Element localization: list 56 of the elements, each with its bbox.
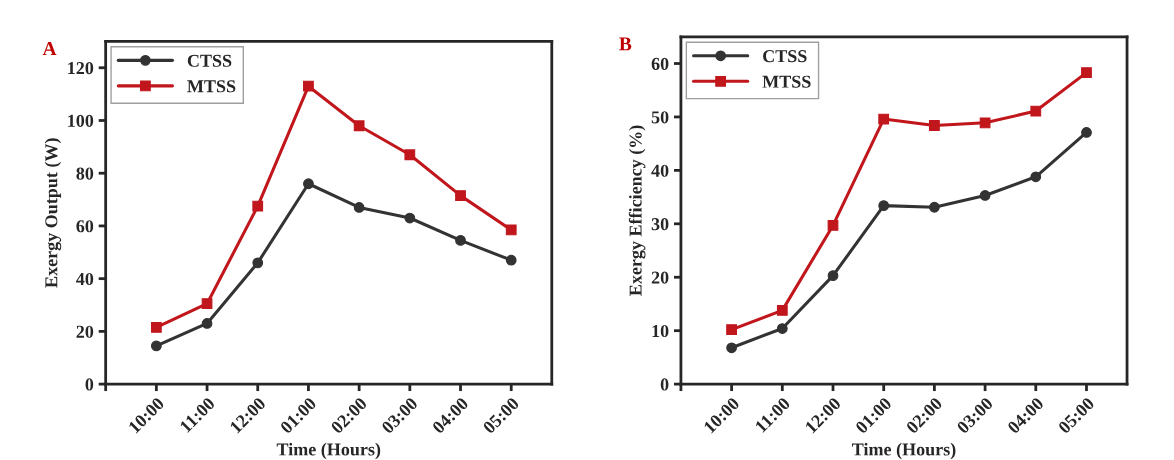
point [201, 318, 213, 329]
x-axis-title: Time (Hours) [852, 442, 956, 460]
point [505, 254, 517, 266]
point [979, 190, 991, 201]
point [878, 113, 890, 125]
point [929, 201, 940, 213]
y-tick-label: 20 [651, 271, 669, 284]
point [404, 149, 416, 161]
y-tick-label: 60 [651, 57, 669, 70]
point [303, 80, 314, 92]
point [776, 304, 788, 316]
legend-label: CTSS [187, 54, 232, 67]
point [201, 298, 213, 310]
y-axis-title: Exergy Efficiency (%) [628, 125, 646, 296]
point [726, 324, 737, 335]
point [1081, 127, 1092, 138]
y-tick-label: 120 [68, 62, 94, 75]
y-tick-label: 0 [660, 378, 669, 391]
point [827, 270, 839, 282]
point [353, 202, 365, 213]
y-axis-title: Exergy Output (W) [44, 138, 62, 288]
point [150, 322, 162, 333]
y-tick-label: 40 [76, 272, 94, 286]
point [1030, 171, 1042, 183]
y-tick-label: 40 [651, 164, 669, 177]
point [827, 220, 839, 231]
point [776, 323, 788, 334]
y-tick-label: 100 [68, 114, 94, 127]
y-tick-label: 50 [651, 111, 669, 124]
legend-label: CTSS [763, 50, 807, 63]
point [150, 340, 162, 352]
point [979, 117, 991, 129]
x-axis-title: Time (Hours) [276, 442, 381, 460]
legend-label: MTSS [187, 80, 236, 93]
y-tick-label: 30 [651, 218, 669, 231]
y-tick-label: 0 [85, 378, 94, 391]
legend-label: MTSS [762, 75, 811, 88]
point [252, 257, 264, 269]
point [455, 190, 466, 201]
point [726, 342, 737, 354]
point [303, 178, 314, 190]
y-tick-label: 60 [76, 220, 94, 233]
point [505, 224, 517, 236]
point [353, 120, 365, 132]
text: B [619, 37, 632, 51]
point [878, 200, 890, 212]
point [1030, 105, 1042, 117]
point [929, 120, 940, 131]
y-tick-label: 10 [652, 324, 669, 338]
point [252, 200, 264, 212]
point [455, 235, 466, 246]
text: A [42, 42, 57, 55]
point [404, 212, 416, 224]
y-tick-label: 80 [76, 167, 94, 180]
y-tick-label: 20 [76, 325, 94, 338]
point [1081, 67, 1092, 78]
